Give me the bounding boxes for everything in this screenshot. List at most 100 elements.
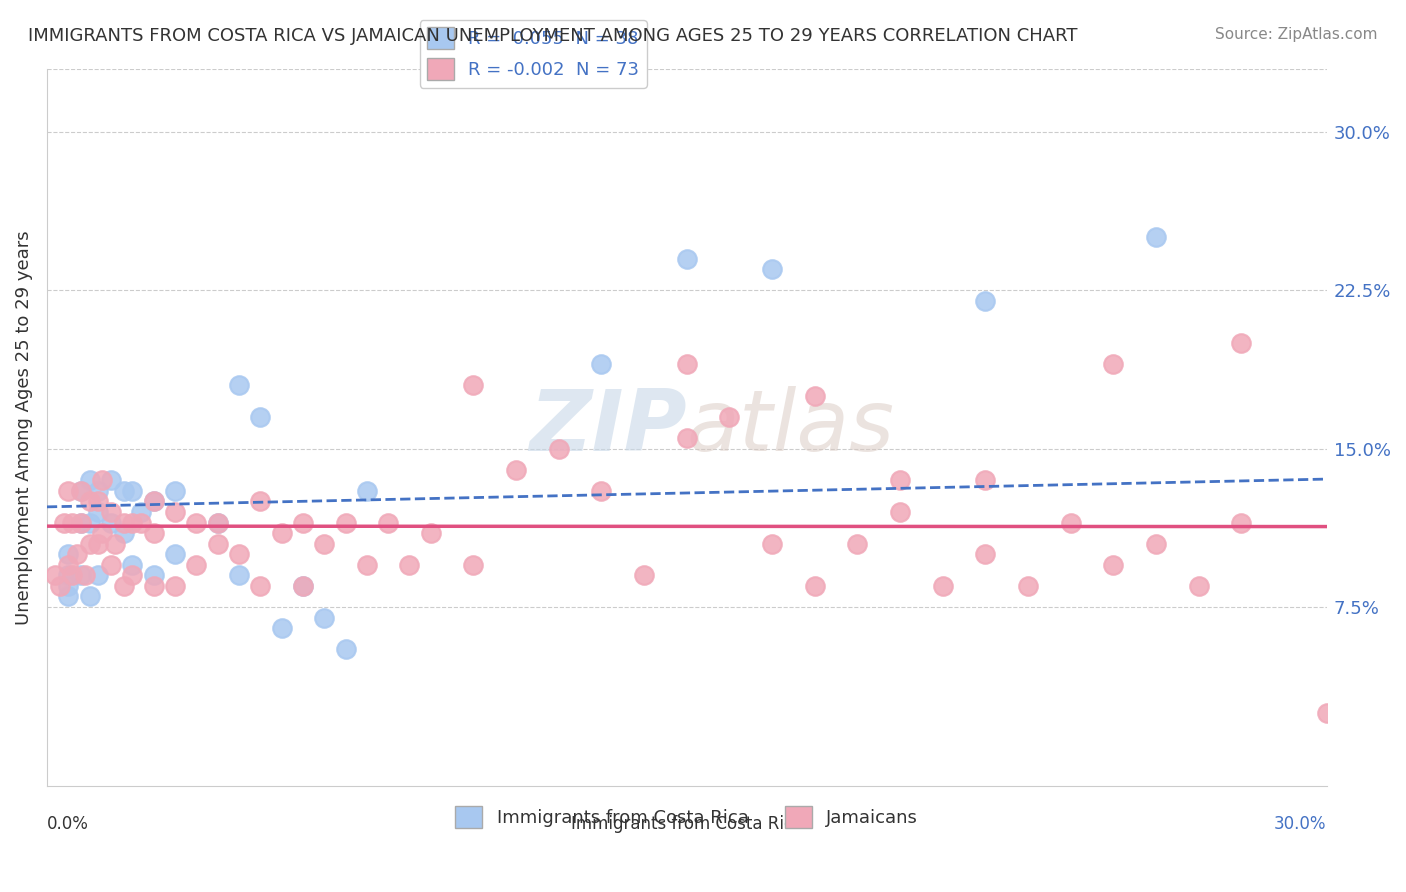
Text: IMMIGRANTS FROM COSTA RICA VS JAMAICAN UNEMPLOYMENT AMONG AGES 25 TO 29 YEARS CO: IMMIGRANTS FROM COSTA RICA VS JAMAICAN U… xyxy=(28,27,1077,45)
Point xyxy=(463,558,485,572)
Point xyxy=(70,568,93,582)
Point xyxy=(803,389,825,403)
Point xyxy=(79,536,101,550)
Point xyxy=(335,516,357,530)
Text: 30.0%: 30.0% xyxy=(1274,815,1327,833)
Point xyxy=(70,516,93,530)
Point xyxy=(228,568,250,582)
Point xyxy=(591,483,613,498)
Point xyxy=(889,473,911,487)
Point xyxy=(112,526,135,541)
Point xyxy=(675,252,697,266)
Point xyxy=(87,483,110,498)
Point xyxy=(58,558,80,572)
Point xyxy=(974,473,997,487)
Point xyxy=(129,505,152,519)
Point xyxy=(163,579,186,593)
Point xyxy=(932,579,955,593)
Point xyxy=(675,431,697,445)
Point xyxy=(633,568,655,582)
Point xyxy=(291,579,314,593)
Point xyxy=(803,579,825,593)
Text: atlas: atlas xyxy=(686,386,894,469)
Text: ZIP: ZIP xyxy=(529,386,686,469)
Point xyxy=(142,494,165,508)
Point xyxy=(142,526,165,541)
Point xyxy=(163,547,186,561)
Point xyxy=(142,494,165,508)
Point xyxy=(87,494,110,508)
Point xyxy=(70,483,93,498)
Point xyxy=(75,568,97,582)
Point xyxy=(87,505,110,519)
Point xyxy=(91,526,114,541)
Point xyxy=(87,568,110,582)
Point xyxy=(314,536,336,550)
Point xyxy=(1144,230,1167,244)
Point xyxy=(79,516,101,530)
Point xyxy=(761,536,783,550)
Point xyxy=(91,473,114,487)
Point xyxy=(70,483,93,498)
Point xyxy=(1017,579,1039,593)
Point xyxy=(335,642,357,657)
Point xyxy=(52,516,75,530)
Point xyxy=(291,516,314,530)
Point xyxy=(112,516,135,530)
Point xyxy=(228,547,250,561)
Point xyxy=(58,590,80,604)
Point xyxy=(505,463,527,477)
Point xyxy=(186,558,208,572)
Text: Source: ZipAtlas.com: Source: ZipAtlas.com xyxy=(1215,27,1378,42)
Point xyxy=(121,516,143,530)
Point xyxy=(58,579,80,593)
Point xyxy=(974,547,997,561)
Point xyxy=(761,262,783,277)
Point xyxy=(62,516,84,530)
Legend: Immigrants from Costa Rica, Jamaicans: Immigrants from Costa Rica, Jamaicans xyxy=(449,798,925,835)
Point xyxy=(79,590,101,604)
Point xyxy=(207,516,229,530)
Point xyxy=(463,378,485,392)
Point xyxy=(121,558,143,572)
Point xyxy=(87,536,110,550)
Text: 0.0%: 0.0% xyxy=(46,815,89,833)
Point xyxy=(207,536,229,550)
Point xyxy=(121,483,143,498)
Point xyxy=(100,505,122,519)
Point xyxy=(419,526,441,541)
Point xyxy=(58,483,80,498)
Point xyxy=(112,579,135,593)
Point xyxy=(70,516,93,530)
Point xyxy=(356,483,378,498)
Point xyxy=(291,579,314,593)
Point xyxy=(846,536,869,550)
Point xyxy=(1144,536,1167,550)
Point xyxy=(249,579,271,593)
Point xyxy=(547,442,569,456)
Point xyxy=(58,568,80,582)
Point xyxy=(377,516,399,530)
Point xyxy=(142,568,165,582)
Point xyxy=(58,547,80,561)
Point xyxy=(100,473,122,487)
Point xyxy=(1102,558,1125,572)
Point xyxy=(104,536,127,550)
Point xyxy=(270,621,292,635)
Point xyxy=(314,610,336,624)
Point xyxy=(591,357,613,371)
Point xyxy=(121,568,143,582)
Point xyxy=(44,568,66,582)
Point xyxy=(62,568,84,582)
Point xyxy=(100,558,122,572)
Point xyxy=(163,483,186,498)
Text: Immigrants from Costa Rica: Immigrants from Costa Rica xyxy=(571,815,803,833)
Point xyxy=(129,516,152,530)
Point xyxy=(186,516,208,530)
Point xyxy=(66,547,89,561)
Point xyxy=(1102,357,1125,371)
Point xyxy=(1230,516,1253,530)
Point xyxy=(974,293,997,308)
Point xyxy=(142,579,165,593)
Y-axis label: Unemployment Among Ages 25 to 29 years: Unemployment Among Ages 25 to 29 years xyxy=(15,230,32,624)
